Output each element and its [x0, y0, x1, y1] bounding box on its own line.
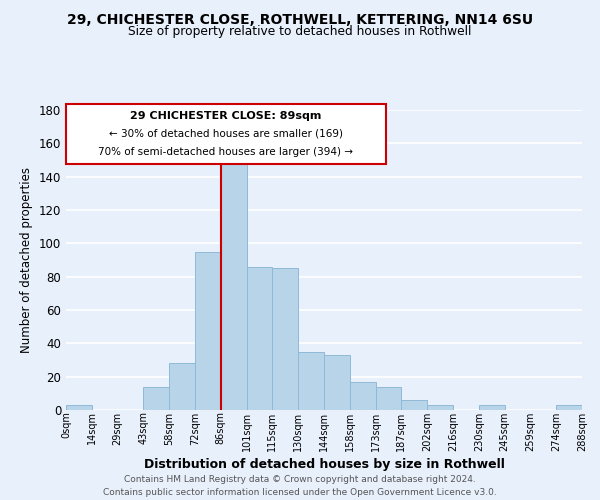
Bar	[272, 268, 298, 410]
Text: 70% of semi-detached houses are larger (394) →: 70% of semi-detached houses are larger (…	[98, 147, 353, 157]
Bar	[401, 400, 427, 410]
Bar	[247, 266, 272, 410]
Bar	[479, 405, 505, 410]
Bar	[169, 364, 195, 410]
Text: Contains public sector information licensed under the Open Government Licence v3: Contains public sector information licen…	[103, 488, 497, 497]
Bar	[221, 164, 247, 410]
X-axis label: Distribution of detached houses by size in Rothwell: Distribution of detached houses by size …	[143, 458, 505, 470]
Text: ← 30% of detached houses are smaller (169): ← 30% of detached houses are smaller (16…	[109, 129, 343, 139]
Bar	[556, 405, 582, 410]
Bar	[427, 405, 453, 410]
Bar	[143, 386, 169, 410]
Bar	[376, 386, 401, 410]
Y-axis label: Number of detached properties: Number of detached properties	[20, 167, 33, 353]
Text: Contains HM Land Registry data © Crown copyright and database right 2024.: Contains HM Land Registry data © Crown c…	[124, 476, 476, 484]
Text: 29, CHICHESTER CLOSE, ROTHWELL, KETTERING, NN14 6SU: 29, CHICHESTER CLOSE, ROTHWELL, KETTERIN…	[67, 12, 533, 26]
Bar	[195, 252, 221, 410]
Bar	[66, 405, 92, 410]
Bar	[324, 355, 350, 410]
Bar	[350, 382, 376, 410]
FancyBboxPatch shape	[66, 104, 386, 164]
Text: Size of property relative to detached houses in Rothwell: Size of property relative to detached ho…	[128, 25, 472, 38]
Text: 29 CHICHESTER CLOSE: 89sqm: 29 CHICHESTER CLOSE: 89sqm	[130, 111, 322, 121]
Bar	[298, 352, 324, 410]
